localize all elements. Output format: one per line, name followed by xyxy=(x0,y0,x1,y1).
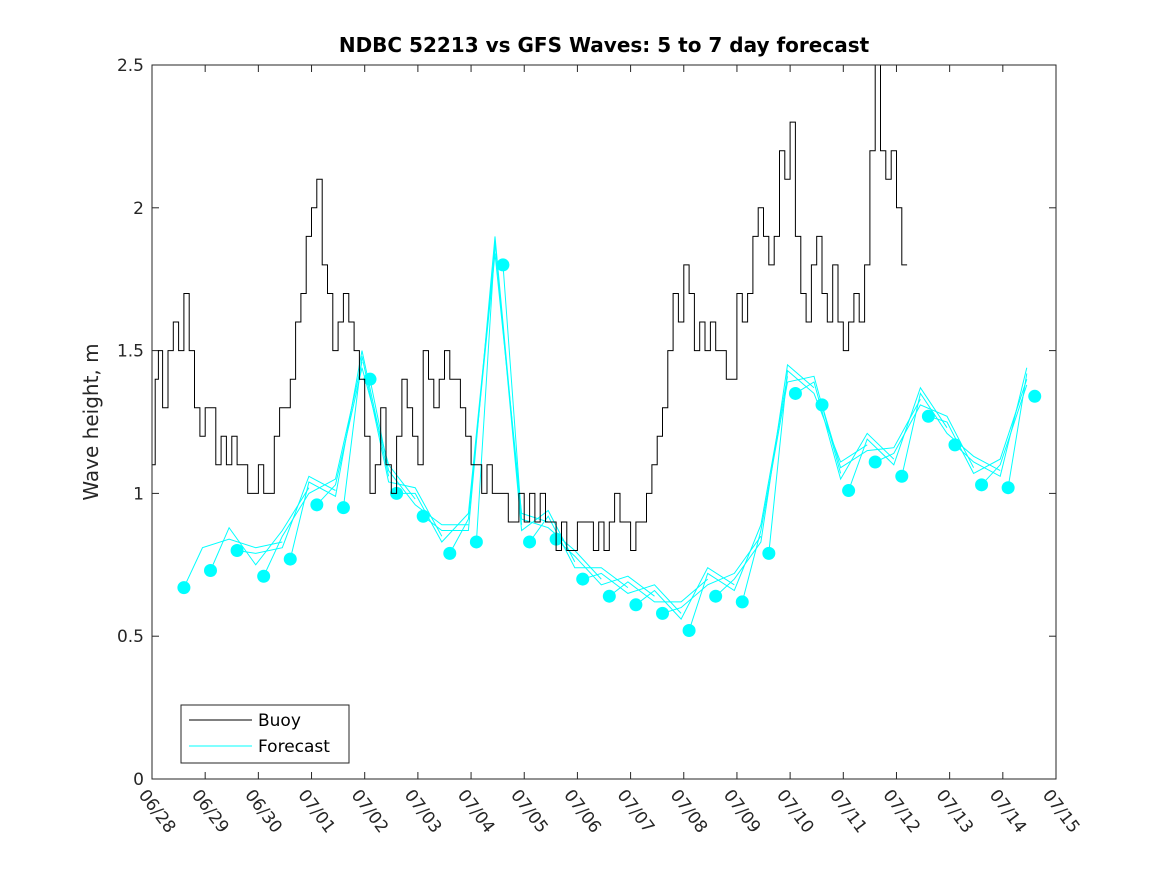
x-tick-label: 07/02 xyxy=(347,786,392,837)
plot-area xyxy=(152,65,1056,779)
y-tick-label: 0 xyxy=(133,770,144,790)
buoy-line xyxy=(152,64,908,551)
y-axis-label: Wave height, m xyxy=(79,343,103,500)
forecast-marker xyxy=(868,455,882,469)
forecast-line xyxy=(795,381,895,481)
forecast-marker xyxy=(709,589,723,603)
forecast-line xyxy=(183,538,283,588)
forecast-marker xyxy=(469,535,483,549)
forecast-marker xyxy=(895,469,909,483)
forecast-marker xyxy=(948,438,962,452)
forecast-line xyxy=(662,535,762,614)
x-tick-label: 07/01 xyxy=(294,786,339,837)
forecast-marker xyxy=(921,409,935,423)
forecast-marker xyxy=(257,569,271,583)
forecast-marker xyxy=(602,589,616,603)
forecast-line xyxy=(1007,373,1028,488)
forecast-line xyxy=(237,475,336,554)
x-tick-label: 07/13 xyxy=(932,786,977,837)
y-tick-label: 1.5 xyxy=(117,342,144,362)
chart-title: NDBC 52213 vs GFS Waves: 5 to 7 day fore… xyxy=(339,33,870,57)
forecast-marker xyxy=(336,501,350,515)
y-tick-label: 1 xyxy=(133,484,144,504)
x-tick-label: 07/05 xyxy=(506,786,551,837)
forecast-marker xyxy=(815,398,829,412)
forecast-marker xyxy=(788,386,802,400)
x-tick-label: 07/11 xyxy=(825,786,870,837)
forecast-line xyxy=(928,379,1028,475)
x-tick-label: 06/28 xyxy=(134,786,179,837)
forecast-marker xyxy=(496,258,510,272)
x-tick-label: 07/14 xyxy=(985,786,1030,837)
forecast-line xyxy=(263,361,363,577)
forecast-line xyxy=(848,386,948,491)
x-tick-label: 07/15 xyxy=(1038,786,1083,837)
legend-label-buoy: Buoy xyxy=(258,711,301,731)
x-tick-label: 06/29 xyxy=(187,786,232,837)
forecast-line xyxy=(502,264,602,580)
legend-label-forecast: Forecast xyxy=(258,737,330,757)
forecast-line xyxy=(369,379,469,526)
x-tick-label: 07/09 xyxy=(719,786,764,837)
y-axis-ticks: 0 0.5 1 1.5 2 2.5 xyxy=(117,56,1056,790)
forecast-marker xyxy=(629,598,643,612)
forecast-line xyxy=(396,247,496,543)
x-tick-label: 07/08 xyxy=(666,786,711,837)
forecast-line xyxy=(342,356,443,537)
legend-box xyxy=(180,704,350,764)
x-tick-label: 06/30 xyxy=(240,786,285,837)
forecast-marker xyxy=(177,581,191,595)
forecast-marker xyxy=(443,546,457,560)
forecast-marker xyxy=(203,564,217,578)
y-tick-label: 2 xyxy=(133,199,144,219)
forecast-line xyxy=(422,236,523,531)
forecast-line xyxy=(768,369,868,554)
forecast-marker xyxy=(975,478,989,492)
forecast-line xyxy=(635,566,735,620)
legend: Buoy Forecast xyxy=(180,704,350,764)
forecast-series xyxy=(177,236,1042,637)
forecast-line xyxy=(608,578,709,603)
forecast-line xyxy=(954,367,1028,478)
forecast-marker xyxy=(576,572,590,586)
y-tick-label: 0.5 xyxy=(117,627,144,647)
forecast-line xyxy=(529,515,629,589)
y-tick-label: 2.5 xyxy=(117,56,144,76)
forecast-marker xyxy=(655,606,669,620)
plot-frame xyxy=(151,64,1057,780)
forecast-marker xyxy=(735,595,749,609)
x-tick-label: 07/06 xyxy=(559,786,604,837)
forecast-line xyxy=(210,487,310,571)
forecast-marker xyxy=(762,546,776,560)
x-tick-label: 07/10 xyxy=(772,786,817,837)
forecast-line xyxy=(688,376,788,631)
forecast-line xyxy=(981,384,1028,486)
x-tick-label: 07/12 xyxy=(878,786,923,837)
forecast-line xyxy=(715,363,815,597)
forecast-line xyxy=(475,242,576,563)
x-tick-label: 07/03 xyxy=(400,786,445,837)
forecast-marker xyxy=(1001,481,1015,495)
forecast-marker xyxy=(283,552,297,566)
x-tick-label: 07/04 xyxy=(453,786,498,837)
forecast-marker xyxy=(523,535,537,549)
forecast-marker xyxy=(230,544,244,558)
forecast-marker xyxy=(1028,389,1042,403)
forecast-marker xyxy=(363,372,377,386)
forecast-line xyxy=(449,253,549,554)
x-tick-label: 07/07 xyxy=(613,786,658,837)
forecast-line xyxy=(289,350,390,560)
forecast-line xyxy=(316,367,416,506)
forecast-line xyxy=(901,392,1001,477)
forecast-marker xyxy=(682,623,696,637)
forecast-line xyxy=(582,572,682,614)
forecast-line xyxy=(821,398,921,469)
forecast-marker xyxy=(842,484,856,498)
forecast-marker xyxy=(416,509,430,523)
forecast-line xyxy=(874,404,975,468)
buoy-series xyxy=(152,64,908,551)
forecast-marker xyxy=(310,498,324,512)
